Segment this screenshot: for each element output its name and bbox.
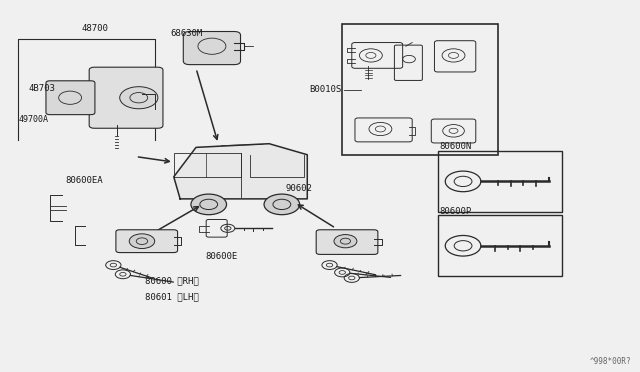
- Text: 68630M: 68630M: [171, 29, 203, 38]
- Circle shape: [120, 87, 158, 109]
- Text: 80600P: 80600P: [440, 207, 472, 216]
- Circle shape: [334, 235, 357, 248]
- Text: 49700A: 49700A: [19, 115, 49, 124]
- Bar: [438, 151, 562, 212]
- FancyBboxPatch shape: [46, 81, 95, 115]
- FancyBboxPatch shape: [116, 230, 177, 253]
- FancyBboxPatch shape: [89, 67, 163, 128]
- FancyBboxPatch shape: [183, 32, 241, 65]
- Text: 80600N: 80600N: [440, 142, 472, 151]
- FancyBboxPatch shape: [316, 230, 378, 254]
- Text: 80601 〈LH〉: 80601 〈LH〉: [145, 293, 199, 302]
- Text: 48700: 48700: [81, 24, 108, 33]
- Circle shape: [264, 194, 300, 215]
- Polygon shape: [173, 144, 307, 199]
- Text: 90602: 90602: [285, 185, 312, 193]
- Text: 80600EA: 80600EA: [66, 176, 103, 185]
- Text: 4B703: 4B703: [29, 84, 56, 93]
- Text: B0010S: B0010S: [309, 85, 342, 94]
- Circle shape: [191, 194, 227, 215]
- Circle shape: [129, 234, 155, 248]
- Text: 80600 〈RH〉: 80600 〈RH〉: [145, 276, 199, 285]
- Text: 80600E: 80600E: [205, 252, 238, 261]
- Bar: [342, 24, 498, 155]
- Bar: [438, 215, 562, 276]
- Text: ^998*00R?: ^998*00R?: [590, 357, 632, 366]
